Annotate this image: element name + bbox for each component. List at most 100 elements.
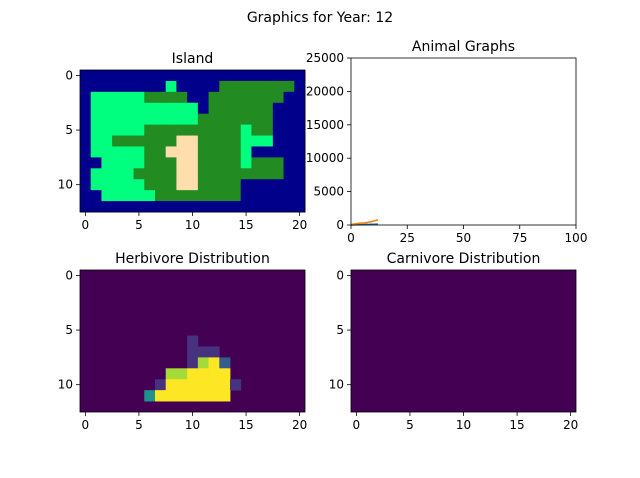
island-cell: [112, 157, 124, 169]
island-cell: [176, 179, 188, 191]
island-cell: [144, 179, 156, 191]
island-cell: [208, 168, 220, 180]
island-cell: [155, 91, 167, 104]
island-cell: [133, 135, 145, 147]
animals-background: [351, 58, 576, 225]
animals-xtick-label: 0: [347, 231, 355, 245]
island-cell: [251, 91, 263, 104]
island-cell: [122, 70, 134, 82]
island-cell: [122, 168, 134, 180]
island-cell: [240, 113, 252, 126]
island-cell: [262, 135, 274, 147]
island-cell: [240, 91, 252, 104]
island-cell: [112, 201, 124, 213]
herbivores-xtick-label: 20: [292, 418, 307, 432]
animals-xtick-label: 25: [400, 231, 415, 245]
island-cell: [208, 135, 220, 147]
animals-ytick-label: 15000: [306, 118, 344, 132]
island-cell: [251, 201, 263, 213]
island-cell: [208, 201, 220, 213]
island-cell: [80, 168, 92, 180]
island-cell: [272, 201, 284, 213]
herbivores-cell: [176, 379, 188, 391]
island-cell: [283, 146, 295, 158]
island-cell: [197, 135, 209, 147]
island-cell: [144, 157, 156, 169]
island-cell: [112, 168, 124, 180]
island-cell: [230, 146, 242, 158]
herbivores-frame: [79, 269, 306, 413]
island-ytick-label: 0: [65, 68, 73, 82]
island-cell: [80, 146, 92, 158]
herbivores-cell: [197, 357, 209, 369]
island-cell: [90, 179, 102, 191]
island-cell: [219, 80, 231, 93]
island-cell: [144, 135, 156, 147]
island-cell: [208, 124, 220, 136]
island-cell: [101, 157, 113, 169]
herbivores-xtick-label: 10: [185, 418, 200, 432]
island-cell: [219, 135, 231, 147]
island-cell: [112, 102, 124, 115]
island-cell: [112, 146, 124, 158]
island-cell: [90, 168, 102, 180]
island-cell: [272, 102, 284, 115]
island-xtick-label: 20: [292, 218, 307, 232]
island-cell: [176, 201, 188, 213]
island-cell: [122, 80, 134, 93]
island-cell: [240, 135, 252, 147]
island-cell: [187, 168, 199, 180]
island-cell: [90, 135, 102, 147]
herbivores-cell: [197, 379, 209, 391]
island-cell: [197, 168, 209, 180]
island-cell: [155, 113, 167, 126]
island-ytick-label: 5: [65, 123, 73, 137]
island-cell: [155, 135, 167, 147]
island-xtick-label: 0: [82, 218, 90, 232]
island-cell: [294, 91, 306, 104]
island-cell: [176, 124, 188, 136]
animals-panel: Animal Graphs 0 25 50 75 100 0 5000 10000 15000 20…: [306, 39, 588, 245]
herbivores-cell: [187, 379, 199, 391]
island-cell: [144, 190, 156, 202]
island-cell: [262, 146, 274, 158]
island-cell: [219, 113, 231, 126]
island-cell: [101, 70, 113, 82]
island-cell: [80, 102, 92, 115]
island-cell: [219, 70, 231, 82]
island-cell: [155, 146, 167, 158]
island-cell: [272, 80, 284, 93]
island-cell: [187, 80, 199, 93]
island-cell: [272, 190, 284, 202]
island-title: Island: [172, 51, 214, 67]
island-cell: [230, 124, 242, 136]
island-cell: [90, 190, 102, 202]
animals-ytick-label: 5000: [313, 185, 344, 199]
island-cell: [165, 168, 177, 180]
island-cell: [208, 80, 220, 93]
island-cell: [90, 70, 102, 82]
animals-ytick-label: 0: [336, 218, 344, 232]
herbivores-cell: [176, 390, 188, 402]
island-cell: [262, 157, 274, 169]
island-cell: [283, 80, 295, 93]
island-cell: [165, 135, 177, 147]
island-cell: [187, 190, 199, 202]
island-cell: [262, 80, 274, 93]
island-cell: [90, 91, 102, 104]
island-cell: [197, 157, 209, 169]
island-cell: [251, 168, 263, 180]
island-cell: [262, 91, 274, 104]
island-cell: [197, 113, 209, 126]
island-cell: [272, 70, 284, 82]
island-cell: [197, 80, 209, 93]
island-cell: [165, 179, 177, 191]
island-cell: [240, 190, 252, 202]
herbivores-xtick-label: 0: [82, 418, 90, 432]
herbivores-cell: [219, 357, 231, 369]
island-cell: [133, 168, 145, 180]
island-cell: [90, 80, 102, 93]
herbivores-xtick-label: 5: [135, 418, 143, 432]
island-panel: Island 0 5 10 15 20 0 5 10: [58, 51, 308, 232]
island-cell: [101, 113, 113, 126]
